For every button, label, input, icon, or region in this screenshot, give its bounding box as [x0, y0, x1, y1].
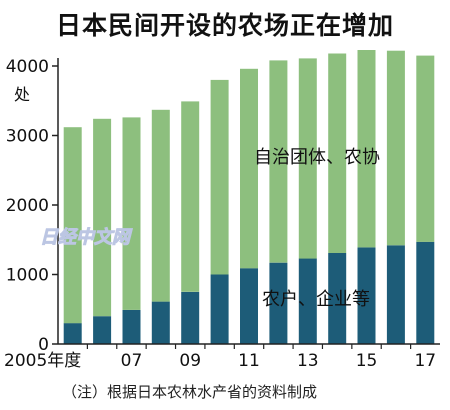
y-tick-label-1000: 1000 — [6, 266, 49, 286]
x-tick-label-09: 09 — [179, 351, 201, 371]
bar-farmers-companies-15 — [357, 247, 376, 344]
x-tick-label-13: 13 — [297, 351, 319, 371]
bar-local-governments-coops-15 — [357, 50, 376, 248]
bar-farmers-companies-07 — [122, 309, 141, 344]
bar-farmers-companies-09 — [181, 291, 200, 344]
y-tick-label-0: 0 — [38, 335, 49, 355]
chart-source-note: （注）根据日本农林水产省的资料制成 — [62, 383, 318, 401]
x-tick-label-2005: 2005年度 — [4, 351, 81, 371]
bar-farmers-companies-06 — [93, 316, 112, 344]
series-label-local-governments-coops: 自治团体、农协 — [254, 147, 380, 168]
bar-farmers-companies-13 — [298, 258, 317, 344]
bar-local-governments-coops-06 — [93, 118, 112, 317]
bar-local-governments-coops-16 — [386, 50, 405, 246]
bar-local-governments-coops-12 — [269, 60, 288, 263]
bar-local-governments-coops-11 — [240, 68, 258, 269]
bar-local-governments-coops-2005 — [63, 127, 82, 324]
bar-local-governments-coops-08 — [151, 109, 170, 302]
bar-farmers-companies-16 — [386, 245, 405, 344]
y-tick-label-2000: 2000 — [6, 196, 49, 216]
bar-farmers-companies-2005 — [63, 323, 82, 344]
series-label-farmers-companies: 农户、企业等 — [262, 289, 370, 310]
bar-farmers-companies-11 — [240, 268, 258, 344]
bar-local-governments-coops-07 — [122, 117, 141, 310]
x-tick-label-11: 11 — [238, 351, 260, 371]
bar-farmers-companies-17 — [416, 241, 435, 344]
bar-local-governments-coops-13 — [298, 58, 317, 259]
watermark-logo: 日经中文网 — [40, 227, 133, 248]
bar-local-governments-coops-09 — [181, 101, 200, 292]
x-tick-label-15: 15 — [356, 351, 378, 371]
chart-title: 日本民间开设的农场正在增加 — [55, 11, 394, 40]
axes: 0 1000 2000 3000 4000 2005年度 07 09 11 13 15 17 — [4, 57, 440, 371]
bar-local-governments-coops-17 — [416, 55, 435, 242]
x-tick-label-07: 07 — [121, 351, 143, 371]
bar-farmers-companies-14 — [328, 253, 347, 344]
bar-local-governments-coops-14 — [328, 53, 347, 253]
y-axis-unit-label: 处 — [14, 85, 30, 104]
x-tick-label-17: 17 — [414, 351, 436, 371]
bar-farmers-companies-10 — [210, 274, 229, 344]
bars-group — [63, 50, 435, 344]
bar-farmers-companies-12 — [269, 262, 288, 344]
y-tick-label-4000: 4000 — [6, 57, 49, 77]
stacked-bar-chart: 0 1000 2000 3000 4000 2005年度 07 09 11 13 15 17 处 日经… — [4, 50, 440, 371]
y-tick-label-3000: 3000 — [6, 127, 49, 147]
bar-farmers-companies-08 — [151, 301, 170, 344]
bar-local-governments-coops-10 — [210, 79, 229, 275]
